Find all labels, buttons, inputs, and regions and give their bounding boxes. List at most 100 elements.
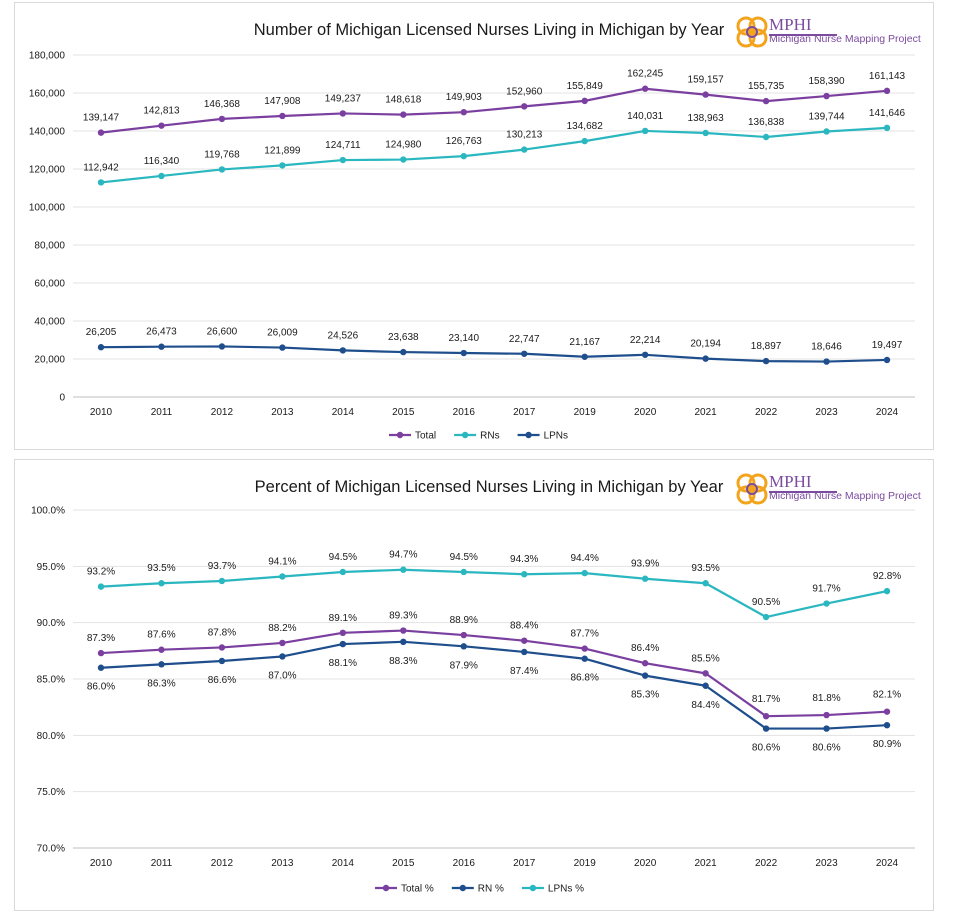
x-tick-label: 2017: [513, 858, 536, 869]
data-point: [521, 648, 528, 656]
data-point: [97, 344, 105, 351]
data-point: [762, 97, 770, 105]
data-point: [158, 580, 165, 587]
data-point: [883, 587, 891, 595]
data-label: 112,942: [83, 162, 119, 173]
data-label: 93.5%: [691, 563, 719, 574]
data-point: [702, 580, 709, 587]
y-tick-label: 20,000: [34, 355, 65, 366]
data-point: [641, 127, 649, 135]
x-tick-label: 2022: [755, 407, 778, 418]
data-label: 94.7%: [389, 550, 417, 561]
y-tick-label: 70.0%: [37, 844, 65, 855]
data-point: [521, 637, 528, 644]
x-tick-label: 2024: [876, 407, 899, 418]
data-point: [400, 566, 407, 573]
data-label: 119,768: [204, 149, 240, 160]
data-label: 87.0%: [268, 670, 296, 681]
data-point: [339, 640, 347, 648]
data-label: 18,646: [811, 342, 842, 353]
data-label: 23,638: [388, 332, 419, 343]
x-tick-label: 2012: [211, 858, 234, 869]
data-point: [339, 568, 347, 576]
data-point: [400, 156, 407, 163]
data-label: 18,897: [751, 341, 782, 352]
x-tick-label: 2019: [574, 407, 597, 418]
data-label: 89.1%: [329, 613, 357, 624]
mphi-logo: MPHI Michigan Nurse Mapping Project: [735, 13, 925, 53]
data-point: [279, 573, 286, 580]
data-label: 88.1%: [329, 658, 357, 669]
data-point: [823, 92, 830, 100]
data-point: [883, 721, 891, 729]
data-label: 149,237: [325, 93, 362, 104]
data-label: 26,009: [267, 328, 298, 339]
x-tick-label: 2020: [634, 407, 657, 418]
data-point: [339, 347, 347, 354]
data-label: 141,646: [869, 108, 906, 119]
data-label: 93.5%: [147, 563, 175, 574]
data-label: 162,245: [627, 69, 664, 80]
data-point: [460, 108, 467, 116]
data-label: 89.3%: [389, 611, 417, 622]
data-label: 26,205: [86, 327, 117, 338]
data-label: 91.7%: [812, 584, 840, 595]
y-tick-label: 0: [59, 393, 65, 404]
logo-name: MPHI: [769, 15, 812, 34]
data-point: [641, 351, 649, 358]
data-label: 88.3%: [389, 656, 417, 667]
data-label: 155,735: [748, 81, 785, 92]
data-point: [823, 725, 830, 732]
data-point: [823, 128, 830, 135]
mphi-logo-icon: [736, 473, 768, 505]
x-tick-label: 2015: [392, 407, 415, 418]
data-label: 138,963: [688, 113, 725, 124]
data-label: 86.3%: [147, 678, 175, 689]
data-point: [279, 112, 286, 120]
data-point: [218, 644, 226, 651]
data-label: 26,600: [207, 326, 238, 337]
legend-marker: [529, 884, 537, 892]
data-point: [158, 172, 165, 180]
y-tick-label: 160,000: [29, 89, 66, 100]
data-point: [823, 600, 830, 607]
data-label: 86.6%: [208, 675, 236, 686]
y-tick-label: 100.0%: [31, 506, 65, 517]
legend-marker: [461, 431, 469, 439]
data-label: 24,526: [328, 330, 359, 341]
x-tick-label: 2013: [271, 858, 294, 869]
data-point: [641, 85, 649, 92]
data-point: [158, 343, 165, 350]
data-point: [581, 353, 588, 360]
data-point: [702, 355, 709, 362]
data-label: 149,903: [446, 92, 483, 103]
legend-marker: [459, 884, 466, 892]
chart-panel-percent: Percent of Michigan Licensed Nurses Livi…: [14, 459, 934, 911]
data-label: 87.3%: [87, 633, 115, 644]
data-point: [218, 343, 226, 350]
data-point: [460, 152, 467, 160]
data-point: [279, 162, 286, 169]
data-label: 84.4%: [691, 700, 719, 711]
data-point: [339, 156, 347, 164]
x-tick-label: 2021: [694, 858, 717, 869]
data-label: 146,368: [204, 99, 241, 110]
data-label: 93.9%: [631, 559, 659, 570]
data-label: 147,908: [264, 96, 301, 107]
data-point: [823, 358, 830, 365]
data-label: 161,143: [869, 71, 906, 82]
series-line-rns: [100, 126, 888, 184]
data-point: [883, 124, 891, 132]
data-label: 87.9%: [450, 660, 478, 671]
y-tick-label: 95.0%: [37, 562, 65, 573]
data-point: [97, 583, 105, 590]
data-point: [883, 708, 891, 715]
data-point: [702, 91, 709, 98]
data-label: 80.9%: [873, 739, 901, 750]
data-label: 22,747: [509, 334, 540, 345]
data-label: 88.9%: [450, 615, 478, 626]
data-point: [762, 725, 770, 732]
data-label: 121,899: [264, 145, 301, 156]
data-point: [460, 631, 467, 639]
logo-subtitle: Michigan Nurse Mapping Project: [769, 490, 921, 502]
